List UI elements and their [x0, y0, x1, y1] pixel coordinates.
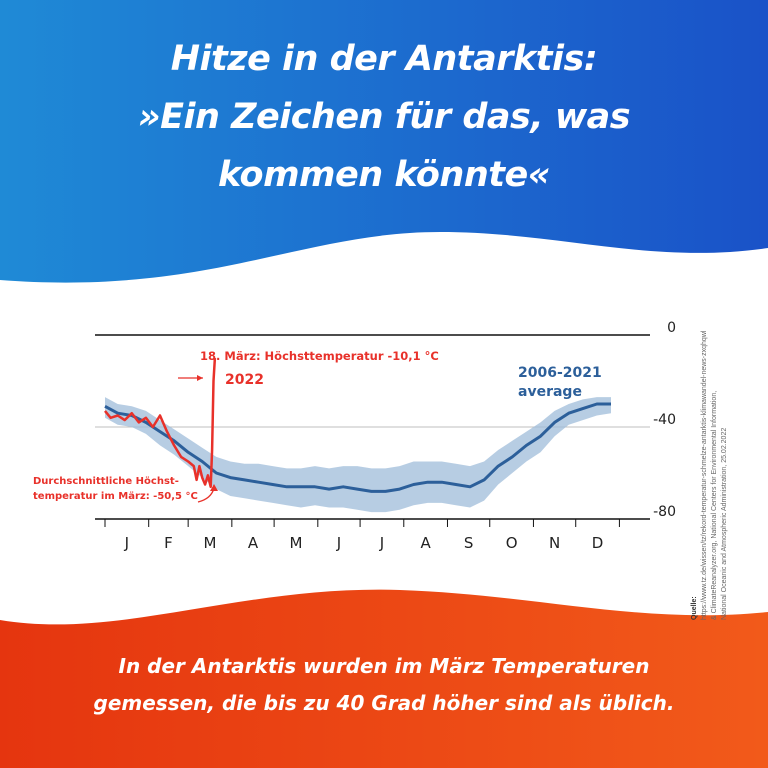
- temperature-chart: 0 -40 -80 J F M A M J J A S O N D 18. März: Höchsttempe…: [33, 320, 676, 552]
- month-label: A: [420, 534, 431, 552]
- label-2022-arrowhead: [197, 375, 203, 381]
- month-label: F: [164, 534, 173, 552]
- month-label: O: [506, 534, 518, 552]
- month-label: A: [248, 534, 259, 552]
- month-label: S: [464, 534, 474, 552]
- march-average-label-line-1: Durchschnittliche Höchst-: [33, 476, 179, 487]
- headline-line-3: kommen könnte«: [218, 155, 550, 195]
- headline: Hitze in der Antarktis: »Ein Zeichen für…: [0, 30, 768, 204]
- headline-line-1: Hitze in der Antarktis:: [170, 39, 598, 79]
- ytick-label: -80: [653, 504, 676, 520]
- source-title: Quelle:: [691, 596, 698, 620]
- month-label: D: [592, 534, 604, 552]
- average-range-band: [105, 397, 611, 513]
- march-average-arrowhead: [210, 484, 218, 491]
- bottom-caption-line-2: gemessen, die bis zu 40 Grad höher sind …: [93, 691, 675, 715]
- source-line-1: https://www.tz.de/wissen/tz/rekord-tempe…: [701, 330, 708, 620]
- line-2022: [104, 357, 217, 489]
- month-label: N: [549, 534, 560, 552]
- bottom-caption-line-1: In der Antarktis wurden im März Temperat…: [118, 654, 650, 678]
- peak-annotation: 18. März: Höchsttemperatur -10,1 °C: [200, 349, 439, 363]
- top-blue-wave: [0, 0, 768, 283]
- month-label: J: [124, 534, 129, 552]
- source-note: Quelle: https://www.tz.de/wissen/tz/reko…: [690, 290, 742, 620]
- month-label: J: [336, 534, 341, 552]
- label-average-line-1: 2006-2021: [518, 365, 602, 381]
- source-line-3: National Oceanic and Atmospheric Adminis…: [721, 427, 728, 620]
- headline-line-2: »Ein Zeichen für das, was: [137, 97, 631, 137]
- label-average-line-2: average: [518, 384, 582, 400]
- month-label: J: [379, 534, 384, 552]
- label-2022: 2022: [225, 372, 264, 388]
- bottom-orange-wave: [0, 589, 768, 768]
- month-label: M: [204, 534, 217, 552]
- march-average-label-line-2: temperatur im März: -50,5 °C: [33, 491, 198, 502]
- average-line: [104, 402, 611, 493]
- ytick-label: -40: [653, 412, 676, 428]
- bottom-caption: In der Antarktis wurden im März Temperat…: [0, 648, 768, 722]
- source-line-2: & ClimateReanalyzer.org, National Center…: [711, 390, 718, 620]
- ytick-label: 0: [667, 320, 676, 336]
- month-label: M: [289, 534, 302, 552]
